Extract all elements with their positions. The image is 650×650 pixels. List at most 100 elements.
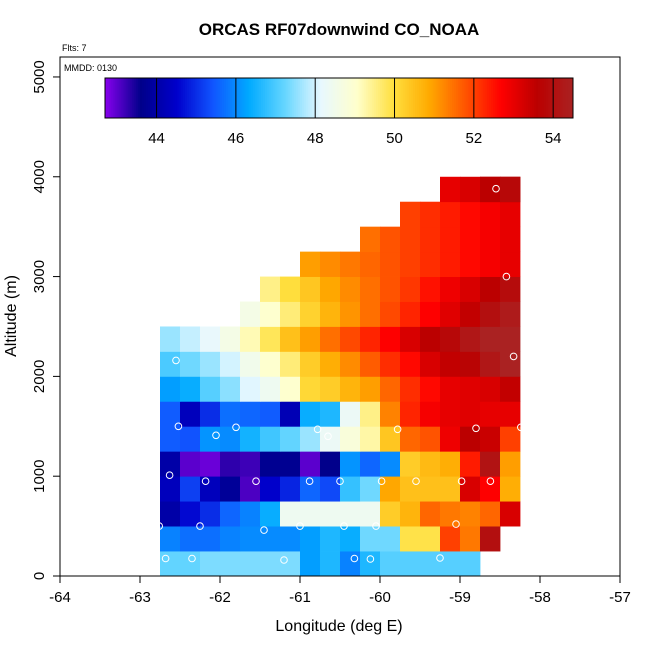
flight-point-31 [502, 272, 511, 281]
colorbar-segment-225 [543, 78, 547, 118]
colorbar-segment-52 [206, 78, 209, 118]
heatmap-cell-11-4 [340, 276, 361, 302]
heatmap-cell-11-11 [480, 276, 501, 302]
colorbar-segment-5 [114, 78, 118, 118]
colorbar-segment-188 [471, 78, 475, 118]
colorbar-segment-19 [142, 78, 145, 118]
colorbar-segment-178 [452, 78, 455, 118]
colorbar-segment-161 [418, 78, 422, 118]
heatmap-cell-4-6 [280, 451, 301, 477]
heatmap-cell-12-5 [400, 251, 421, 277]
heatmap-cell-6-6 [280, 401, 301, 427]
heatmap-cell-6-15 [460, 401, 481, 427]
heatmap-cell-5-17 [500, 426, 521, 452]
heatmap-cell-7-5 [260, 376, 281, 402]
colorbar-segment-100 [300, 78, 303, 118]
colorbar: 44 46 48 50 52 54 [104, 77, 574, 147]
colorbar-segment-47 [196, 78, 200, 118]
colorbar-segment-231 [555, 78, 558, 118]
colorbar-segment-112 [323, 78, 326, 118]
colorbar-segment-91 [282, 78, 285, 118]
heatmap-cell-10-7 [380, 301, 401, 327]
colorbar-segment-176 [448, 78, 451, 118]
colorbar-segment-103 [305, 78, 309, 118]
colorbar-tick-label-4: 52 [466, 130, 483, 147]
heatmap-cell-13-1 [380, 226, 401, 253]
colorbar-segment-198 [491, 78, 494, 118]
colorbar-segment-78 [257, 78, 260, 118]
colorbar-segment-144 [385, 78, 389, 118]
heatmap-cell-5-0 [160, 426, 181, 452]
colorbar-segment-105 [309, 78, 313, 118]
colorbar-segment-150 [397, 78, 400, 118]
colorbar-segment-238 [569, 78, 572, 118]
heatmap-cell-0-2 [200, 551, 221, 577]
flight-point-29 [486, 477, 495, 486]
plot-frame [59, 56, 621, 577]
heatmap-cell-7-3 [220, 376, 241, 402]
heatmap-cell-1-6 [280, 526, 301, 552]
heatmap-cell-6-16 [480, 401, 501, 427]
colorbar-segment-216 [526, 78, 529, 118]
heatmap-cell-4-5 [260, 451, 281, 477]
heatmap-cell-11-1 [280, 276, 301, 302]
x-tick-label-3: -61 [289, 589, 311, 606]
colorbar-segment-34 [171, 78, 174, 118]
x-tick-label-4: -60 [369, 589, 391, 606]
colorbar-segment-170 [436, 78, 439, 118]
heatmap-cell-2-11 [380, 501, 401, 527]
colorbar-segment-166 [428, 78, 432, 118]
flight-point-28 [472, 424, 480, 433]
flight-point-23 [393, 425, 402, 434]
colorbar-segment-205 [504, 78, 508, 118]
colorbar-segment-74 [249, 78, 252, 118]
colorbar-segment-104 [307, 78, 311, 118]
flight-point-20 [366, 555, 375, 563]
heatmap-cell-1-0 [160, 526, 181, 552]
heatmap-cell-4-13 [420, 451, 441, 477]
heatmap-cell-4-10 [360, 451, 381, 477]
heatmap-cell-12-2 [340, 251, 361, 277]
colorbar-segment-18 [140, 78, 143, 118]
heatmap-cell-10-1 [260, 301, 281, 327]
heatmap-cell-8-14 [440, 351, 461, 377]
colorbar-segment-140 [378, 78, 381, 118]
heatmap-cell-10-11 [460, 301, 481, 327]
colorbar-segment-196 [487, 78, 490, 118]
colorbar-segment-194 [483, 78, 486, 118]
heatmap-cell-13-7 [500, 226, 521, 253]
colorbar-segment-86 [272, 78, 276, 118]
flight-point-14 [305, 477, 314, 486]
colorbar-segment-127 [352, 78, 356, 118]
heatmap-cell-9-16 [480, 326, 501, 352]
heatmap-cell-2-13 [420, 501, 441, 527]
heatmap-cell-0-0 [160, 551, 181, 577]
colorbar-segment-121 [340, 78, 344, 118]
heatmap-cell-1-16 [480, 526, 501, 552]
flight-points [155, 184, 535, 564]
colorbar-segment-203 [500, 78, 504, 118]
heatmap-cell-1-11 [380, 526, 401, 552]
colorbar-segment-14 [132, 78, 135, 118]
colorbar-segment-84 [268, 78, 272, 118]
heatmap-cell-0-15 [460, 551, 481, 577]
colorbar-segment-223 [539, 78, 543, 118]
heatmap-cell-16-0 [480, 176, 501, 203]
colorbar-segment-215 [524, 78, 527, 118]
colorbar-segment-199 [493, 78, 496, 118]
colorbar-segment-40 [183, 78, 186, 118]
colorbar-segment-58 [218, 78, 221, 118]
colorbar-segment-3 [110, 78, 114, 118]
flight-point-21 [372, 522, 380, 530]
heatmap-cells [160, 176, 521, 577]
heatmap-cell-2-1 [180, 501, 201, 527]
flight-point-11 [260, 526, 268, 534]
colorbar-segment-165 [426, 78, 430, 118]
x-tick-label-1: -63 [129, 589, 151, 606]
x-tick-label-6: -58 [529, 589, 551, 606]
colorbar-segment-16 [136, 78, 139, 118]
heatmap-cell-5-15 [460, 426, 481, 452]
colorbar-segment-212 [518, 78, 521, 118]
colorbar-segment-82 [264, 78, 268, 118]
colorbar-segment-13 [130, 78, 133, 118]
